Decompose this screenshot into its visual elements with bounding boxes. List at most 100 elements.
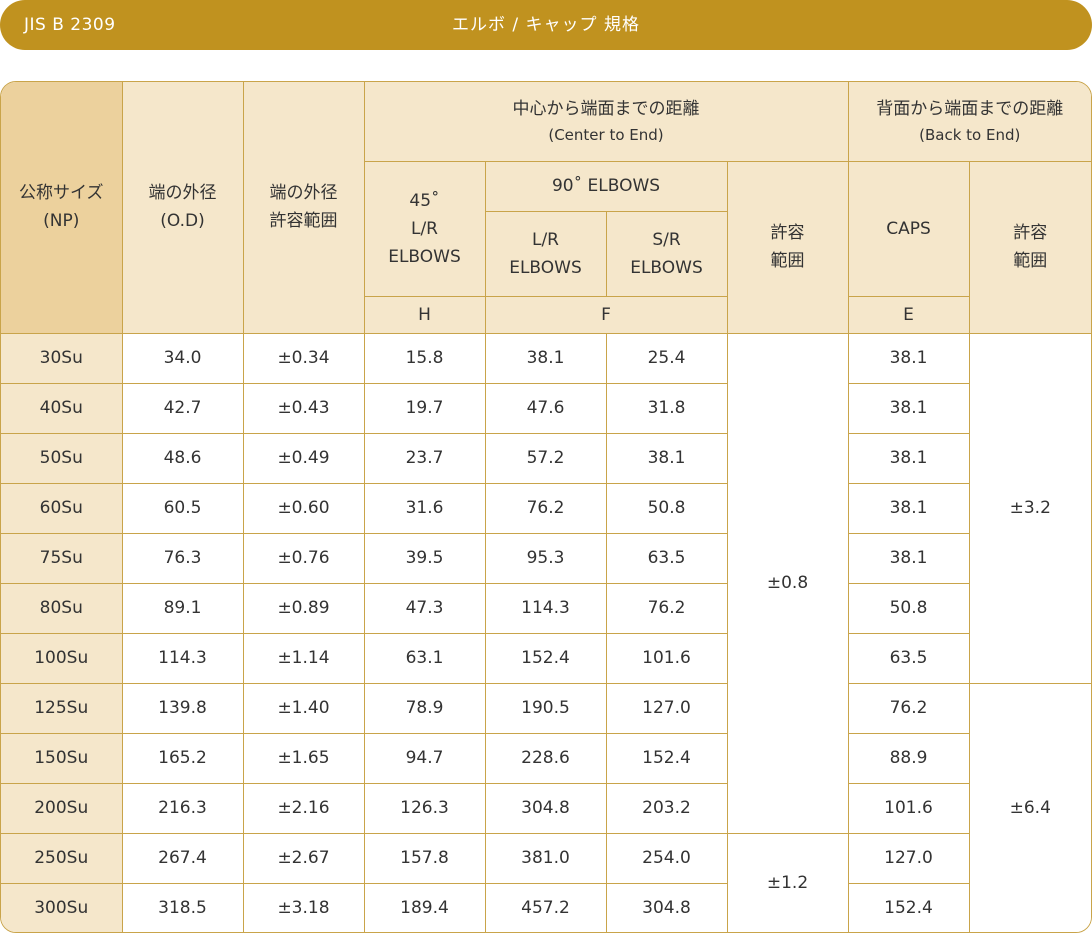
table-row: 75Su 76.3 ±0.76 39.5 95.3 63.5 38.1 bbox=[1, 532, 1091, 584]
cell-lr: 114.3 bbox=[484, 582, 607, 634]
table-row: 80Su 89.1 ±0.89 47.3 114.3 76.2 50.8 bbox=[1, 582, 1091, 634]
cell-e: 38.1 bbox=[847, 432, 969, 484]
table-row: 40Su 42.7 ±0.43 19.7 47.6 31.8 38.1 bbox=[1, 382, 1091, 434]
header-90-elbows: 90˚ ELBOWS bbox=[484, 160, 728, 212]
cell-h: 31.6 bbox=[363, 482, 486, 534]
cell-h: 47.3 bbox=[363, 582, 486, 634]
header-center-to-end: 中心から端面までの距離 (Center to End) bbox=[363, 82, 849, 162]
cell-sr: 25.4 bbox=[605, 332, 728, 384]
header-bte-tolerance: 許容 範囲 bbox=[968, 160, 1091, 334]
title-banner: JIS B 2309 エルボ / キャップ 規格 bbox=[0, 0, 1092, 50]
cell-sr: 63.5 bbox=[605, 532, 728, 584]
table-row: 125Su 139.8 ±1.40 78.9 190.5 127.0 76.2 … bbox=[1, 682, 1091, 932]
header-od-tolerance-label-2: 許容範囲 bbox=[269, 211, 338, 232]
cell-sr: 254.0 bbox=[605, 832, 728, 884]
cell-od-tolerance: ±2.67 bbox=[242, 832, 365, 884]
cell-od: 60.5 bbox=[121, 482, 244, 534]
cell-e: 50.8 bbox=[847, 582, 969, 634]
spec-table: 公称サイズ (NP) 端の外径 (O.D) 端の外径 許容範囲 中心から端面まで… bbox=[1, 82, 1091, 932]
cell-e: 101.6 bbox=[847, 782, 969, 834]
header-90-sr-label: S/R bbox=[652, 229, 681, 250]
cell-od-tolerance: ±3.18 bbox=[242, 882, 365, 932]
cell-np: 30Su bbox=[1, 332, 123, 384]
cell-lr: 76.2 bbox=[484, 482, 607, 534]
cell-h: 126.3 bbox=[363, 782, 486, 834]
header-45-lr-elbows: 45˚ L/R ELBOWS bbox=[364, 160, 486, 297]
cell-od: 34.0 bbox=[121, 332, 244, 384]
header-od-tolerance-label-1: 端の外径 bbox=[269, 183, 338, 204]
cell-np: 60Su bbox=[1, 482, 123, 534]
cell-od: 267.4 bbox=[121, 832, 244, 884]
cell-np: 40Su bbox=[1, 382, 123, 434]
cell-h: 157.8 bbox=[363, 832, 486, 884]
cell-lr: 228.6 bbox=[484, 732, 607, 784]
cell-e: 38.1 bbox=[847, 382, 969, 434]
cell-od: 216.3 bbox=[121, 782, 244, 834]
table-row: 250Su 267.4 ±2.67 157.8 381.0 254.0 ±1.2… bbox=[1, 832, 1091, 932]
header-caps: CAPS bbox=[847, 160, 970, 297]
cell-np: 80Su bbox=[1, 582, 123, 634]
cell-e: 76.2 bbox=[847, 682, 970, 734]
cell-h: 189.4 bbox=[363, 882, 486, 932]
cell-np: 75Su bbox=[1, 532, 123, 584]
cell-h: 78.9 bbox=[363, 682, 486, 734]
cell-od: 42.7 bbox=[121, 382, 244, 434]
header-cte-tolerance-label-2: 範囲 bbox=[770, 251, 805, 271]
header-90-sr-elbows-label: ELBOWS bbox=[630, 257, 703, 278]
cell-sr: 101.6 bbox=[605, 632, 728, 684]
header-cte-tolerance-label-1: 許容 bbox=[770, 223, 805, 243]
header-cte-tolerance: 許容 範囲 bbox=[726, 160, 849, 334]
cell-np: 50Su bbox=[1, 432, 123, 484]
cell-h: 15.8 bbox=[363, 332, 486, 384]
cell-e: 63.5 bbox=[847, 632, 969, 684]
cell-sr: 31.8 bbox=[605, 382, 728, 434]
cell-lr: 190.5 bbox=[484, 682, 607, 734]
cell-lr: 57.2 bbox=[484, 432, 607, 484]
cell-h: 19.7 bbox=[363, 382, 486, 434]
cell-cte-tolerance-small: ±0.8 bbox=[726, 332, 849, 834]
cell-od: 165.2 bbox=[121, 732, 244, 784]
header-back-to-end-label: 背面から端面までの距離 bbox=[876, 99, 1064, 120]
header-h: H bbox=[364, 295, 486, 334]
cell-e: 88.9 bbox=[847, 732, 969, 784]
table-row: 300Su 318.5 ±3.18 189.4 457.2 304.8 152.… bbox=[1, 882, 1091, 932]
header-nominal-size: 公称サイズ (NP) bbox=[1, 82, 123, 334]
header-e: E bbox=[847, 295, 969, 334]
cell-e: 38.1 bbox=[847, 332, 970, 384]
cell-od: 139.8 bbox=[121, 682, 244, 734]
cell-e: 38.1 bbox=[847, 482, 969, 534]
cell-od: 76.3 bbox=[121, 532, 244, 584]
cell-np: 250Su bbox=[1, 832, 123, 884]
table-row: 30Su 34.0 ±0.34 15.8 38.1 25.4 ±0.8 38.1… bbox=[1, 332, 1091, 834]
table-row: 150Su 165.2 ±1.65 94.7 228.6 152.4 88.9 bbox=[1, 732, 1091, 784]
header-center-to-end-sub: (Center to End) bbox=[548, 126, 664, 145]
page-title: エルボ / キャップ 規格 bbox=[452, 15, 640, 35]
header-90-lr-elbows: L/R ELBOWS bbox=[485, 210, 607, 297]
cell-sr: 127.0 bbox=[605, 682, 728, 734]
cell-e: 152.4 bbox=[847, 882, 969, 932]
header-90-lr-elbows-label: ELBOWS bbox=[509, 257, 582, 278]
cell-od: 114.3 bbox=[121, 632, 244, 684]
cell-od-tolerance: ±0.76 bbox=[242, 532, 365, 584]
cell-od-tolerance: ±1.40 bbox=[242, 682, 365, 734]
header-45-elbows-label: ELBOWS bbox=[388, 246, 461, 267]
cell-np: 100Su bbox=[1, 632, 123, 684]
cell-cte-tolerance-large: ±1.2 bbox=[726, 832, 849, 932]
cell-np: 300Su bbox=[1, 882, 123, 932]
cell-lr: 95.3 bbox=[484, 532, 607, 584]
cell-h: 23.7 bbox=[363, 432, 486, 484]
cell-od-tolerance: ±0.60 bbox=[242, 482, 365, 534]
cell-lr: 47.6 bbox=[484, 382, 607, 434]
cell-np: 200Su bbox=[1, 782, 123, 834]
header-outer-diameter-label: 端の外径 bbox=[148, 183, 217, 204]
header-45-label: 45˚ bbox=[409, 190, 440, 211]
table-row: 200Su 216.3 ±2.16 126.3 304.8 203.2 101.… bbox=[1, 782, 1091, 834]
standard-code: JIS B 2309 bbox=[24, 15, 116, 35]
header-nominal-size-sub: (NP) bbox=[43, 211, 80, 232]
header-bte-tolerance-label-1: 許容 bbox=[1013, 223, 1048, 243]
cell-od: 48.6 bbox=[121, 432, 244, 484]
cell-od: 318.5 bbox=[121, 882, 244, 932]
spec-table-container: 公称サイズ (NP) 端の外径 (O.D) 端の外径 許容範囲 中心から端面まで… bbox=[0, 81, 1092, 933]
table-row: 50Su 48.6 ±0.49 23.7 57.2 38.1 38.1 bbox=[1, 432, 1091, 484]
cell-sr: 76.2 bbox=[605, 582, 728, 634]
